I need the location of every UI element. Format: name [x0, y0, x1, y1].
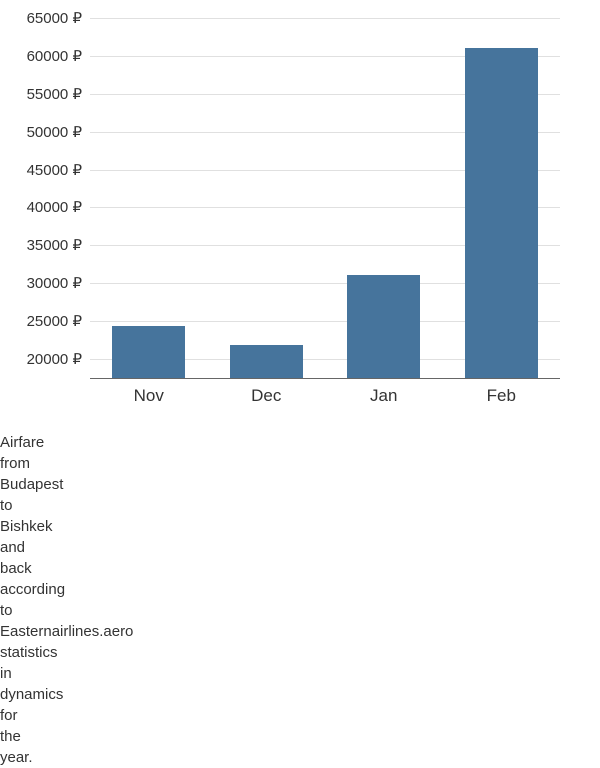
ytick-label: 50000 ₽ — [27, 123, 90, 141]
xtick-label: Nov — [134, 378, 164, 406]
ytick-label: 45000 ₽ — [27, 161, 90, 179]
ytick-label: 25000 ₽ — [27, 312, 90, 330]
bar — [112, 326, 185, 378]
ytick-label: 65000 ₽ — [27, 9, 90, 27]
bar — [465, 48, 538, 378]
bar — [230, 345, 303, 378]
xtick-label: Jan — [370, 378, 397, 406]
ytick-label: 55000 ₽ — [27, 85, 90, 103]
xtick-label: Dec — [251, 378, 281, 406]
plot-area: 20000 ₽25000 ₽30000 ₽35000 ₽40000 ₽45000… — [90, 18, 560, 378]
ytick-label: 35000 ₽ — [27, 236, 90, 254]
bar — [347, 275, 420, 378]
ytick-label: 60000 ₽ — [27, 47, 90, 65]
ytick-label: 40000 ₽ — [27, 198, 90, 216]
gridline — [90, 18, 560, 19]
ytick-label: 30000 ₽ — [27, 274, 90, 292]
ytick-label: 20000 ₽ — [27, 350, 90, 368]
xtick-label: Feb — [487, 378, 516, 406]
